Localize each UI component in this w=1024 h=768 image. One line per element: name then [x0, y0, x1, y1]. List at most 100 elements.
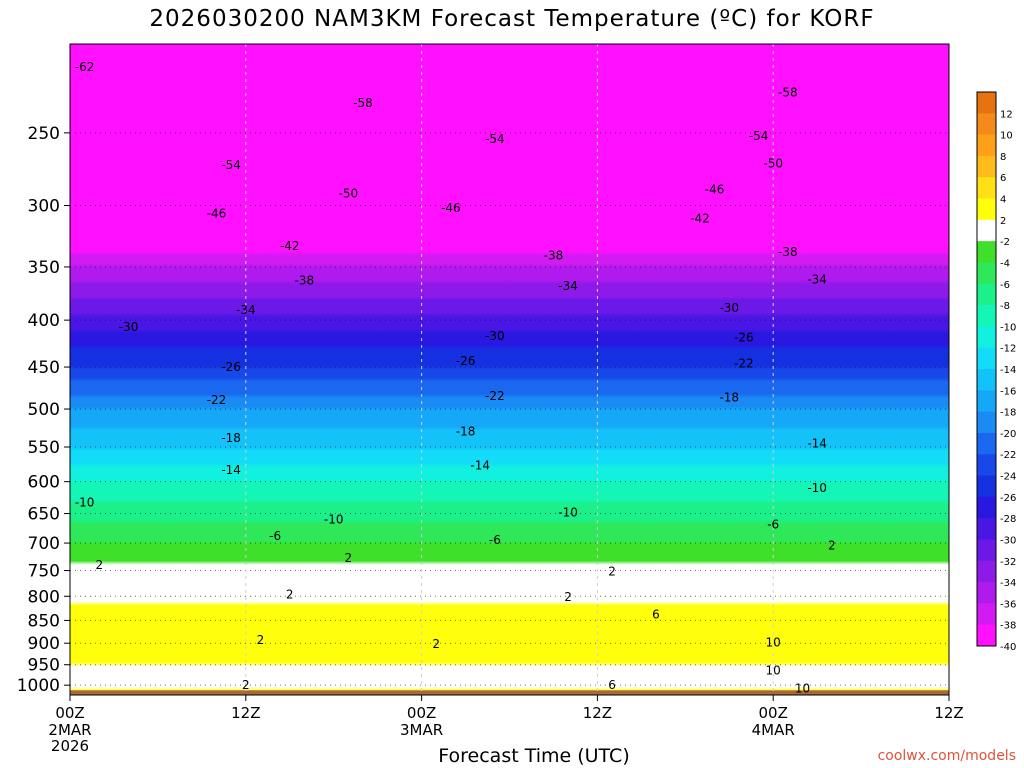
y-tick-label: 850 [28, 611, 60, 631]
contour-label: -10 [558, 505, 578, 519]
temperature-field [70, 44, 949, 695]
x-tick-sublabel: 2MAR [48, 721, 91, 739]
contour-label: -10 [324, 513, 344, 527]
colorbar-swatch [977, 475, 996, 498]
colorbar-swatch [977, 624, 996, 647]
colorbar-swatch [977, 155, 996, 178]
colorbar-swatch [977, 603, 996, 626]
contour-label: -26 [734, 331, 754, 345]
colorbar-swatch [977, 518, 996, 540]
colorbar-label: -30 [1000, 535, 1016, 546]
contour-label: -38 [778, 245, 798, 259]
contour-label: -14 [807, 436, 827, 450]
contour-label: -42 [690, 212, 710, 226]
colorbar-swatch [977, 177, 996, 200]
contour-label: 2 [828, 538, 836, 552]
contour-label: -10 [75, 495, 95, 509]
colorbar-swatch [977, 198, 996, 221]
y-tick-label: 900 [28, 634, 60, 654]
x-tick-label: 00Z [55, 704, 84, 722]
colorbar-swatch [977, 539, 996, 562]
contour-label: -30 [119, 320, 139, 334]
colorbar-label: -16 [1000, 386, 1016, 397]
contour-label: 6 [652, 607, 660, 621]
colorbar-label: -24 [1000, 472, 1016, 483]
contour-label: -18 [456, 424, 476, 438]
contour-label: -6 [489, 533, 501, 547]
contour-label: -50 [339, 186, 359, 200]
colorbar-swatch [977, 283, 996, 306]
x-tick-label: 12Z [934, 704, 963, 722]
colorbar-swatch [977, 454, 996, 477]
contour-label: 6 [608, 678, 616, 692]
colorbar-label: -4 [1000, 258, 1010, 269]
x-tick-label: 12Z [231, 704, 260, 722]
contour-label: -58 [353, 96, 373, 110]
colorbar-label: -34 [1000, 578, 1016, 589]
contour-label: -46 [441, 201, 461, 215]
contour-label: -14 [221, 463, 241, 477]
contour-label: 2 [345, 551, 353, 565]
contour-label: -54 [485, 132, 505, 146]
colorbar-swatch [977, 134, 996, 157]
contour-label: -54 [749, 129, 769, 143]
colorbar-label: -36 [1000, 599, 1016, 610]
colorbar-swatch [977, 347, 996, 370]
colorbar-label: -14 [1000, 365, 1016, 376]
contour-label: -26 [221, 360, 241, 374]
x-tick-sublabel: 3MAR [400, 721, 443, 739]
contour-label: 10 [766, 664, 781, 678]
contour-label: 2 [242, 678, 250, 692]
colorbar-label: -2 [1000, 237, 1010, 248]
y-tick-label: 950 [28, 656, 60, 676]
y-tick-label: 500 [28, 400, 60, 420]
contour-label: -30 [485, 329, 505, 343]
colorbar-swatch [977, 219, 996, 242]
y-tick-label: 750 [28, 562, 60, 582]
contour-label: -46 [705, 182, 725, 196]
contour-label: -34 [558, 279, 578, 293]
contour-label: 2 [286, 587, 294, 601]
contour-label: -30 [719, 301, 739, 315]
x-tick-sublabel: 4MAR [752, 721, 795, 739]
contour-label: -22 [207, 393, 227, 407]
contour-label: 2 [257, 633, 265, 647]
contour-label: 2 [608, 565, 616, 579]
contour-label: 10 [766, 635, 781, 649]
colorbar: 12 10 8 6 4 2 -2 -4 -6 -8 -10 -12 -14 -16 -18 -20 -22 -24… [976, 91, 1016, 653]
contour-labels: -62-58-58-54 -54-54 -50-50 -46-46 -46-42-42-… [75, 60, 836, 696]
colorbar-label: -10 [1000, 322, 1016, 333]
colorbar-swatch [977, 582, 996, 604]
contour-label: -50 [763, 157, 783, 171]
colorbar-label: -26 [1000, 493, 1016, 504]
contour-label: -10 [807, 481, 827, 495]
colorbar-label: 8 [1000, 152, 1006, 163]
contour-label: -34 [236, 303, 256, 317]
colorbar-label: 4 [1000, 195, 1006, 206]
contour-label: -58 [778, 86, 798, 100]
contour-label: -46 [207, 206, 227, 220]
y-tick-label: 800 [28, 587, 60, 607]
colorbar-swatch [977, 113, 996, 136]
contour-label: 2 [432, 637, 440, 651]
colorbar-label: -6 [1000, 280, 1010, 291]
y-tick-label: 300 [28, 197, 60, 217]
x-tick-label: 12Z [583, 704, 612, 722]
contour-label: -34 [807, 272, 827, 286]
x-tick-label: 00Z [759, 704, 788, 722]
colorbar-swatch [977, 92, 996, 114]
contour-label: -22 [485, 389, 505, 403]
colorbar-swatch [977, 432, 996, 455]
contour-label: 2 [95, 558, 103, 572]
colorbar-label: -38 [1000, 621, 1016, 632]
colorbar-label: -12 [1000, 344, 1016, 355]
y-tick-label: 700 [28, 534, 60, 554]
colorbar-swatch [977, 262, 996, 285]
contour-label: -14 [470, 458, 490, 472]
contour-label: -18 [719, 391, 739, 405]
y-tick-label: 350 [28, 258, 60, 278]
colorbar-swatch [977, 305, 996, 327]
colorbar-swatch [977, 326, 996, 349]
colorbar-label: -32 [1000, 557, 1016, 568]
